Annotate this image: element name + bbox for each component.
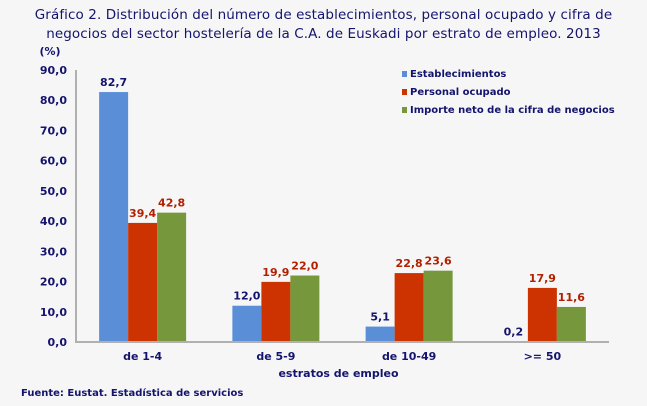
chart-title-line-1: Gráfico 2. Distribución del número de es…	[34, 7, 613, 23]
bar-3-1	[157, 212, 187, 342]
data-label: 5,1	[370, 311, 390, 324]
legend-entry: Importe neto de la cifra de negocios	[410, 105, 615, 116]
legend-swatch	[402, 89, 407, 95]
legend-entry: Personal ocupado	[410, 87, 511, 98]
bar-1-3	[365, 326, 395, 342]
legend-entry: Establecimientos	[410, 69, 506, 80]
y-tick-label: 40,0	[40, 215, 67, 228]
bar-2-3	[394, 273, 424, 342]
bar-2-1	[128, 222, 158, 342]
x-tick-label: de 1-4	[123, 350, 162, 363]
data-label: 0,2	[504, 325, 524, 338]
legend-swatch	[402, 107, 407, 113]
y-tick-label: 10,0	[40, 306, 67, 319]
x-tick-label: >= 50	[524, 350, 562, 363]
y-tick-label: 80,0	[40, 94, 67, 107]
data-label: 82,7	[100, 76, 127, 89]
y-tick-label: 60,0	[40, 155, 67, 168]
data-label: 39,4	[129, 207, 156, 220]
data-label: 42,8	[158, 197, 185, 210]
bar-3-4	[556, 306, 586, 342]
x-axis-label: estratos de empleo	[278, 367, 398, 380]
bar-1-2	[232, 305, 262, 342]
y-tick-label: 20,0	[40, 276, 67, 289]
data-label: 17,9	[529, 272, 556, 285]
data-label: 11,6	[558, 291, 585, 304]
chart-title: Gráfico 2. Distribución del número de es…	[0, 6, 647, 44]
y-axis-label: (%)	[39, 45, 60, 58]
y-tick-label: 70,0	[40, 124, 67, 137]
y-tick-label: 90,0	[40, 64, 67, 77]
data-label: 12,0	[233, 290, 260, 303]
x-tick-label: de 5-9	[256, 350, 295, 363]
data-label: 22,0	[291, 260, 318, 273]
data-label: 23,6	[425, 255, 452, 268]
chart-title-line-2: negocios del sector hostelería de la C.A…	[46, 26, 601, 42]
bar-2-4	[527, 287, 557, 342]
y-tick-label: 50,0	[40, 185, 67, 198]
y-tick-label: 30,0	[40, 245, 67, 258]
source-note: Fuente: Eustat. Estadística de servicios	[21, 388, 244, 399]
bar-3-2	[290, 275, 320, 342]
bar-3-3	[423, 270, 453, 342]
y-tick-label: 0,0	[48, 336, 68, 349]
x-tick-label: de 10-49	[382, 350, 436, 363]
bar-2-2	[261, 281, 291, 342]
data-label: 19,9	[262, 266, 289, 279]
legend-swatch	[402, 71, 407, 77]
bar-1-1	[99, 92, 129, 342]
data-label: 22,8	[396, 257, 423, 270]
